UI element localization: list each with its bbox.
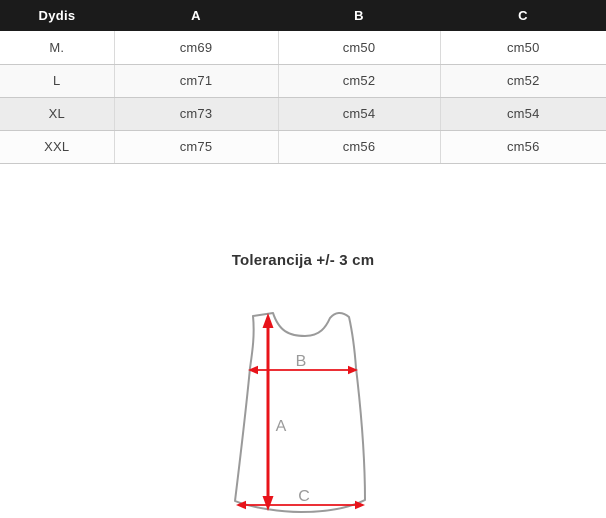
arrow-a-head-up-icon [262, 313, 274, 328]
tolerance-note: Tolerancija +/- 3 cm [231, 252, 375, 269]
measurement-diagram: A B C [225, 300, 385, 518]
tank-top-outline-icon [234, 312, 366, 513]
arrow-c-head-right-icon [355, 500, 365, 510]
diagram-label-a: A [276, 418, 287, 435]
measurement-b: cm50 [277, 31, 440, 65]
size-label: M. [0, 31, 114, 65]
column-header-b: B [278, 0, 440, 31]
column-header-a: A [114, 0, 278, 31]
measurement-c: cm54 [439, 97, 606, 131]
diagram-label-b: B [296, 353, 307, 370]
column-header-c: C [440, 0, 606, 31]
size-table: Dydis A B C M. cm69 cm50 cm50 L cm71 cm5… [0, 0, 606, 164]
measurement-b: cm56 [277, 130, 440, 164]
size-row-l: L cm71 cm52 cm52 [0, 64, 606, 98]
size-label: XL [0, 97, 114, 131]
measurement-a: cm71 [113, 64, 278, 98]
measurement-c: cm52 [439, 64, 606, 98]
measurement-a: cm69 [113, 31, 278, 65]
measurement-c: cm56 [439, 130, 606, 164]
arrow-c-head-left-icon [236, 500, 246, 510]
size-table-header-row: Dydis A B C [0, 0, 606, 31]
column-header-dydis: Dydis [0, 0, 114, 31]
arrow-a-head-down-icon [262, 496, 274, 511]
size-label: XXL [0, 130, 114, 164]
measurement-a: cm73 [113, 97, 278, 131]
diagram-label-c: C [298, 488, 310, 505]
measurement-c: cm50 [439, 31, 606, 65]
arrow-b-head-left-icon [248, 365, 258, 375]
size-row-xxl: XXL cm75 cm56 cm56 [0, 130, 606, 164]
measurement-b: cm54 [277, 97, 440, 131]
size-row-m: M. cm69 cm50 cm50 [0, 31, 606, 65]
arrow-b-head-right-icon [348, 365, 358, 375]
size-label: L [0, 64, 114, 98]
size-row-xl: XL cm73 cm54 cm54 [0, 97, 606, 131]
measurement-b: cm52 [277, 64, 440, 98]
measurement-a: cm75 [113, 130, 278, 164]
